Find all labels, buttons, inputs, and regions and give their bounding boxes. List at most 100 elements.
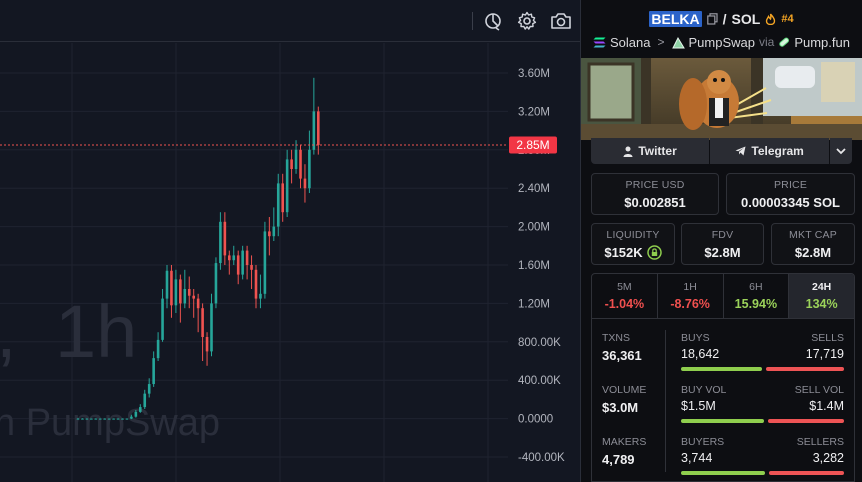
candle [183, 269, 187, 309]
sells-label: SELLS [811, 332, 844, 344]
token-header: BELKA / SOL #4 Solana > [581, 0, 862, 58]
divider [665, 330, 666, 472]
candle [308, 130, 311, 193]
candles [76, 77, 320, 420]
price-change: 134% [805, 297, 838, 311]
candle-body [299, 149, 302, 179]
trending-rank: #4 [781, 13, 794, 25]
candle [223, 212, 227, 265]
price-sol-box: PRICE 0.00003345 SOL [726, 173, 855, 215]
candle-body [103, 418, 106, 420]
liquidity-box: LIQUIDITY $152K [591, 223, 675, 265]
pair-title: BELKA / SOL #4 [581, 10, 862, 28]
telegram-label: Telegram [751, 144, 804, 158]
market-cap-label: MKT CAP [789, 229, 837, 241]
replay-button[interactable] [481, 9, 505, 33]
candle [241, 245, 244, 280]
candle [245, 245, 249, 280]
squirrel-banner-illustration [581, 58, 862, 140]
candle-body [228, 255, 231, 261]
user-icon [623, 146, 633, 157]
candle [254, 265, 258, 309]
sell-portion [766, 367, 844, 371]
candle-body [317, 111, 320, 145]
current-price-tag: 2.85M [509, 136, 557, 154]
tab-24h[interactable]: 24H 134% [789, 274, 854, 318]
twitter-button[interactable]: Twitter [591, 138, 710, 164]
gear-icon [517, 11, 537, 30]
candle [121, 418, 124, 420]
buyers-sellers-stat: BUYERS SELLERS 3,744 3,282 [681, 436, 844, 475]
twitter-label: Twitter [638, 144, 677, 158]
tab-label: 24H [811, 281, 832, 293]
more-links-button[interactable] [830, 138, 852, 164]
candle [272, 207, 276, 241]
buyers-sellers-labels: BUYERS SELLERS [681, 436, 844, 448]
candle-body [192, 295, 195, 299]
dex-name[interactable]: PumpSwap [688, 34, 755, 50]
tab-6h[interactable]: 6H 15.94% [724, 274, 790, 318]
candle [192, 289, 195, 318]
fdv-box: FDV $2.8M [681, 223, 764, 265]
candle-body [281, 183, 284, 213]
price-chart[interactable]: 1h , n PumpSwap 3.60M3.20M2.80M2.40M2.00… [0, 0, 580, 482]
launchpad-name[interactable]: Pump.fun [794, 34, 850, 50]
chain-name[interactable]: Solana [610, 34, 651, 50]
candle-body [254, 269, 258, 299]
candle [214, 257, 218, 309]
candle-body [112, 418, 115, 420]
token-symbol[interactable]: BELKA [649, 11, 702, 27]
volume-value: $3.0M [602, 400, 639, 415]
buys-sells-ratio-bar [681, 367, 844, 371]
lock-icon[interactable] [646, 245, 662, 260]
candle-body [196, 298, 200, 309]
candle [85, 418, 89, 420]
candle-body [210, 303, 213, 352]
candle-body [214, 263, 218, 304]
y-tick-label: 3.20M [518, 106, 550, 118]
sell-vol-value: $1.4M [809, 399, 844, 413]
chevron-down-icon [836, 147, 846, 154]
buy-vol-value: $1.5M [681, 399, 716, 413]
tab-1h[interactable]: 1H -8.76% [658, 274, 724, 318]
candle-body [156, 339, 160, 359]
tab-5m[interactable]: 5M -1.04% [592, 274, 658, 318]
candle-body [285, 159, 289, 213]
sell-portion [769, 471, 844, 475]
price-sol-label: PRICE [773, 179, 808, 191]
volume-label: VOLUME [602, 384, 647, 396]
txns-stat: TXNS 36,361 [602, 332, 642, 363]
y-tick-label: 0.0000 [518, 414, 553, 426]
liquidity-row: $152K [592, 245, 674, 260]
token-info-panel: BELKA / SOL #4 Solana > [580, 0, 862, 482]
candle [290, 149, 293, 184]
copy-icon[interactable] [706, 13, 718, 25]
watermark-interval: 1h [55, 290, 137, 373]
candle-body [187, 289, 191, 296]
solana-icon [593, 37, 606, 47]
watermark-dex: n PumpSwap [0, 402, 220, 444]
candle [317, 106, 320, 155]
candle-body [263, 231, 267, 294]
token-banner-image [581, 58, 862, 140]
candle [179, 274, 182, 323]
candle [76, 418, 80, 420]
candle-body [98, 418, 102, 420]
y-tick-label: 800.00K [518, 337, 561, 349]
candle [174, 269, 178, 313]
settings-button[interactable] [515, 9, 539, 33]
candle-body [130, 416, 133, 419]
telegram-button[interactable]: Telegram [710, 138, 830, 164]
watermark-prefix: , [0, 290, 17, 373]
candle [303, 164, 307, 203]
timeframe-tabs: 5M -1.04% 1H -8.76% 6H 15.94% 24H 134% [591, 273, 855, 319]
y-tick-label: 3.60M [518, 68, 550, 80]
buy-vol-label: BUY VOL [681, 384, 727, 396]
grid-lines [0, 43, 508, 482]
candle [134, 409, 138, 418]
screenshot-button[interactable] [549, 9, 573, 33]
candle [276, 173, 280, 237]
plot-area[interactable]: 1h , n PumpSwap 3.60M3.20M2.80M2.40M2.00… [0, 43, 580, 482]
chart-toolbar [0, 0, 580, 42]
candle-body [107, 418, 111, 420]
